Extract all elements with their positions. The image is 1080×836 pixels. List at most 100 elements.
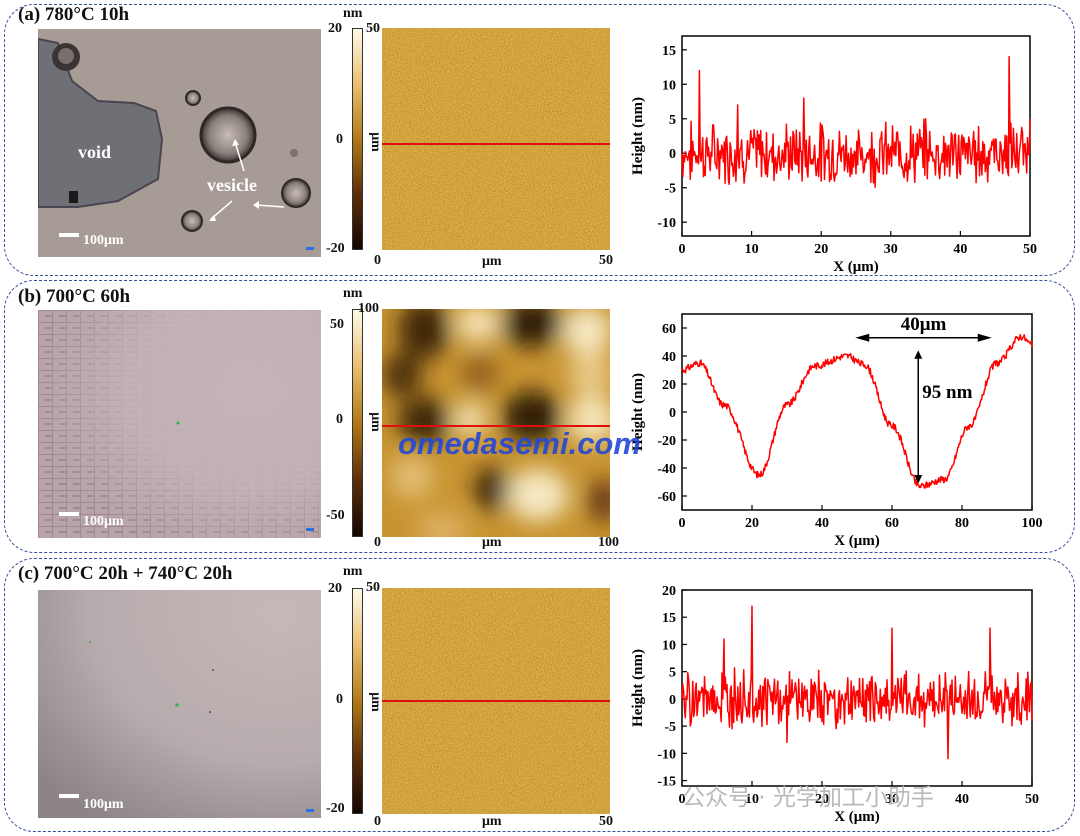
micrograph-a-image [38,29,321,257]
x-tick-label: 0 [679,516,686,531]
y-tick-label: -40 [657,462,676,477]
colorbar-b-zero: 0 [336,412,343,427]
afm-b-xunit: μm [482,535,502,550]
afm-a-yunit: μm [367,132,383,152]
colorbar-b-min: -50 [326,508,345,523]
blue-marker-a [306,247,314,250]
afm-c-x0: 0 [374,814,381,829]
x-tick-label: 80 [955,516,969,531]
x-tick-label: 100 [1022,516,1043,531]
colorbar-a-min: -20 [326,241,345,256]
y-tick-label: 15 [662,611,676,626]
wechat-watermark: 公众号 · 光学加工小助手 [682,785,934,811]
profile-line [681,55,1031,189]
plot-frame [681,313,1033,511]
y-tick-label: 5 [669,666,676,681]
afm-b-x0: 0 [374,535,381,550]
afm-a [382,28,610,250]
x-tick-label: 50 [1023,242,1037,257]
micrograph-a: void vesicle 100μm [38,29,321,257]
y-axis-label: Height (nm) [630,649,646,727]
scale-bar-c [59,794,79,798]
afm-a-image [382,28,610,250]
scale-label-b: 100μm [83,514,124,529]
afm-c-yunit: μm [367,692,383,712]
micrograph-c-image [38,590,321,818]
colorbar-c [352,588,363,814]
colorbar-a-zero: 0 [336,132,343,147]
blue-marker-c [306,809,314,812]
x-tick-label: 30 [885,792,899,807]
width-annotation: 40μm [901,314,947,335]
y-tick-label: -60 [657,490,676,505]
y-tick-label: 0 [669,406,676,421]
y-tick-label: 60 [662,322,676,337]
vesicle-label: vesicle [207,175,257,195]
profile-chart-b: 0 20 40 60 80 100 -60 -40 -20 0 20 40 60 X (μm) Height… [630,313,1043,549]
colorbar-a [352,28,363,250]
profile-chart-a: 0 10 20 30 40 50 -10 -5 0 5 10 15 X (μm) Height (nm) [630,35,1037,274]
afm-a-x0: 0 [374,253,381,268]
depth-arrowhead-bottom [914,475,923,484]
scale-label-c: 100μm [83,797,124,812]
y-axis-label: Height (nm) [630,373,646,451]
panel-c-title: (c) 700°C 20h + 740°C 20h [18,563,233,584]
y-tick-label: 10 [662,78,676,93]
void-label: void [78,142,112,162]
x-tick-label: 60 [885,516,899,531]
x-axis-label: X (μm) [834,809,880,825]
blue-marker-b [306,528,314,531]
x-tick-label: 0 [679,792,686,807]
profile-line [681,605,1033,760]
y-tick-label: 0 [669,693,676,708]
y-tick-label: 15 [662,44,676,59]
x-tick-label: 10 [745,242,759,257]
depth-annotation: 95 nm [922,382,972,403]
colorbar-b-unit: nm [343,286,363,301]
micrograph-b: 100μm [38,310,321,538]
y-tick-label: 20 [662,584,676,599]
afm-b-yunit: μm [367,412,383,432]
afm-b-xmax: 100 [598,535,619,550]
y-tick-label: 40 [662,350,676,365]
scale-bar-b [59,512,79,516]
afm-a-ymax: 50 [366,21,380,36]
colorbar-a-unit: nm [343,6,363,21]
y-tick-label: -20 [657,434,676,449]
afm-b-image [382,309,610,537]
afm-b-scan-line [382,425,610,427]
panel-c [4,558,1075,832]
x-tick-label: 30 [884,242,898,257]
x-tick-label: 40 [953,242,967,257]
afm-c [382,588,610,814]
y-axis-label: Height (nm) [630,97,646,175]
colorbar-c-min: -20 [326,801,345,816]
profile-chart-c: 0 10 20 30 40 50 -15 -10 -5 0 5 10 15 20 X (μm) Height … [630,584,1039,825]
panel-b-title: (b) 700°C 60h [18,286,131,307]
profile-line [681,334,1033,489]
micrograph-b-image [38,310,321,538]
x-tick-label: 20 [745,516,759,531]
depth-arrowhead-top [914,350,923,359]
watermark: omedasemi.com [398,426,641,461]
scale-bar-a [59,233,79,237]
afm-a-xunit: μm [482,254,502,269]
x-tick-label: 10 [745,792,759,807]
y-tick-label: -5 [664,720,676,735]
colorbar-c-zero: 0 [336,692,343,707]
afm-c-xmax: 50 [599,814,613,829]
y-tick-label: -10 [657,216,676,231]
colorbar-b [352,309,363,537]
vesicle-large [199,106,257,164]
panel-a [4,4,1075,276]
width-arrowhead-left [855,333,870,342]
micrograph-c: 100μm [38,590,321,818]
y-tick-label: 20 [662,378,676,393]
x-tick-label: 20 [815,792,829,807]
y-tick-label: -10 [657,747,676,762]
scale-label-a: 100μm [83,233,124,248]
afm-b-ymax: 100 [358,301,379,316]
x-tick-label: 40 [955,792,969,807]
afm-c-ymax: 50 [366,580,380,595]
x-tick-label: 40 [815,516,829,531]
